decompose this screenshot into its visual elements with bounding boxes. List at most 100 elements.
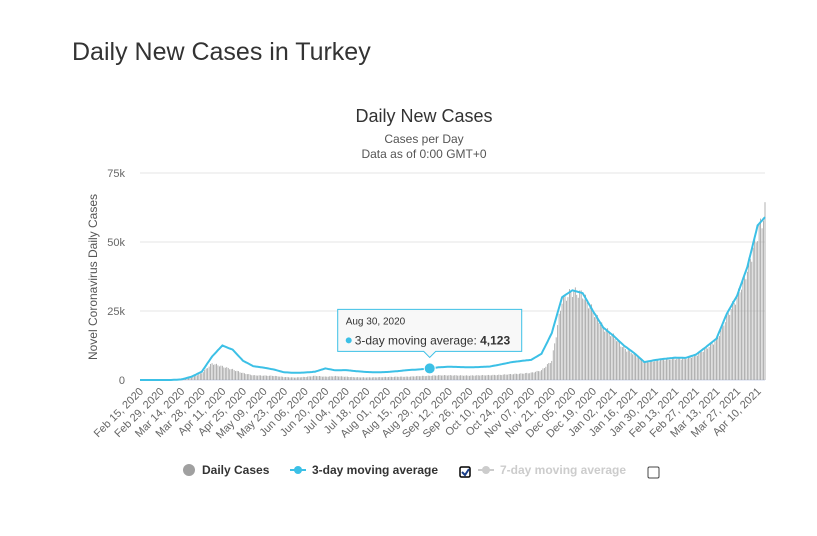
daily-cases-bar[interactable] [296,377,298,380]
daily-cases-bar[interactable] [417,375,419,380]
daily-cases-bar[interactable] [539,371,541,380]
daily-cases-bar[interactable] [721,323,723,380]
daily-cases-bar[interactable] [398,376,400,380]
daily-cases-bar[interactable] [514,373,516,380]
daily-cases-bar[interactable] [436,375,438,380]
daily-cases-bar[interactable] [192,376,194,380]
daily-cases-bar[interactable] [198,374,200,380]
daily-cases-bar[interactable] [380,377,382,380]
daily-cases-bar[interactable] [346,376,348,380]
daily-cases-bar[interactable] [270,375,272,380]
daily-cases-bar[interactable] [291,377,292,380]
daily-cases-bar[interactable] [302,376,304,380]
daily-cases-bar[interactable] [452,375,454,380]
daily-cases-bar[interactable] [595,313,597,380]
daily-cases-bar[interactable] [619,341,620,380]
daily-cases-bar[interactable] [238,371,239,380]
daily-cases-bar[interactable] [221,365,223,380]
daily-cases-bar[interactable] [630,352,632,380]
daily-cases-bar[interactable] [567,297,569,380]
daily-cases-bar[interactable] [601,322,603,380]
daily-cases-bar[interactable] [699,350,701,380]
daily-cases-bar[interactable] [526,372,528,380]
daily-cases-bar[interactable] [441,375,442,380]
daily-cases-bar[interactable] [239,372,241,380]
daily-cases-bar[interactable] [274,375,276,380]
daily-cases-bar[interactable] [245,374,247,380]
daily-cases-bar[interactable] [611,333,613,380]
daily-cases-bar[interactable] [333,376,335,380]
daily-cases-bar[interactable] [499,374,501,380]
daily-cases-bar[interactable] [295,377,297,380]
daily-cases-bar[interactable] [186,378,188,380]
daily-cases-bar[interactable] [495,375,497,380]
daily-cases-bar[interactable] [524,373,526,380]
daily-cases-bar[interactable] [598,322,600,380]
moving-average-3day-line[interactable] [140,216,766,381]
daily-cases-bar[interactable] [676,358,678,380]
daily-cases-bar[interactable] [301,377,303,380]
daily-cases-bar[interactable] [246,374,248,380]
daily-cases-bar[interactable] [695,354,697,380]
daily-cases-bar[interactable] [545,366,547,380]
daily-cases-bar[interactable] [335,375,336,380]
daily-cases-bar[interactable] [517,374,519,380]
daily-cases-bar[interactable] [189,377,191,380]
daily-cases-bar[interactable] [254,375,256,380]
daily-cases-bar[interactable] [473,375,475,380]
daily-cases-bar[interactable] [571,296,573,380]
daily-cases-bar[interactable] [395,376,397,380]
daily-cases-bar[interactable] [461,375,463,380]
daily-cases-bar[interactable] [604,331,606,380]
daily-cases-bar[interactable] [638,357,639,380]
legend-daily-cases-label[interactable]: Daily Cases [202,463,270,477]
daily-cases-bar[interactable] [216,363,217,380]
daily-cases-bar[interactable] [280,376,282,380]
daily-cases-bar[interactable] [445,375,447,380]
daily-cases-bar[interactable] [533,372,535,380]
daily-cases-bar[interactable] [732,301,734,380]
daily-cases-bar[interactable] [286,376,288,380]
daily-cases-bar[interactable] [551,360,553,380]
daily-cases-bar[interactable] [542,368,544,380]
daily-cases-bar[interactable] [705,346,707,380]
daily-cases-bar[interactable] [624,348,626,380]
daily-cases-bar[interactable] [511,374,513,380]
daily-cases-bar[interactable] [323,376,325,380]
daily-cases-bar[interactable] [421,375,423,380]
daily-cases-bar[interactable] [308,376,310,380]
daily-cases-bar[interactable] [582,298,584,380]
daily-cases-bar[interactable] [738,288,739,380]
daily-cases-bar[interactable] [471,375,473,380]
daily-cases-bar[interactable] [383,376,385,380]
daily-cases-bar[interactable] [632,354,634,380]
daily-cases-bar[interactable] [521,373,523,380]
daily-cases-bar[interactable] [610,336,611,380]
daily-cases-bar[interactable] [586,300,588,380]
daily-cases-bar[interactable] [605,330,607,380]
daily-cases-bar[interactable] [364,377,366,380]
daily-cases-bar[interactable] [361,377,363,380]
daily-cases-bar[interactable] [749,258,751,380]
daily-cases-bar[interactable] [633,352,635,380]
daily-cases-bar[interactable] [608,332,610,380]
daily-cases-bar[interactable] [369,377,370,380]
daily-cases-bar[interactable] [367,377,369,380]
daily-cases-bar[interactable] [761,228,763,380]
daily-cases-bar[interactable] [310,376,311,380]
daily-cases-bar[interactable] [194,376,195,380]
daily-cases-bar[interactable] [404,376,406,380]
daily-cases-bar[interactable] [191,377,192,380]
daily-cases-bar[interactable] [639,357,641,380]
daily-cases-bar[interactable] [754,236,756,380]
daily-cases-bar[interactable] [711,342,713,380]
daily-cases-bar[interactable] [669,359,670,380]
daily-cases-bar[interactable] [357,377,359,380]
daily-cases-bar[interactable] [207,368,209,380]
daily-cases-bar[interactable] [324,376,326,380]
daily-cases-bar[interactable] [483,375,485,380]
daily-cases-bar[interactable] [285,377,286,380]
daily-cases-bar[interactable] [694,354,695,380]
daily-cases-bar[interactable] [592,311,594,380]
daily-cases-bar[interactable] [336,376,338,380]
